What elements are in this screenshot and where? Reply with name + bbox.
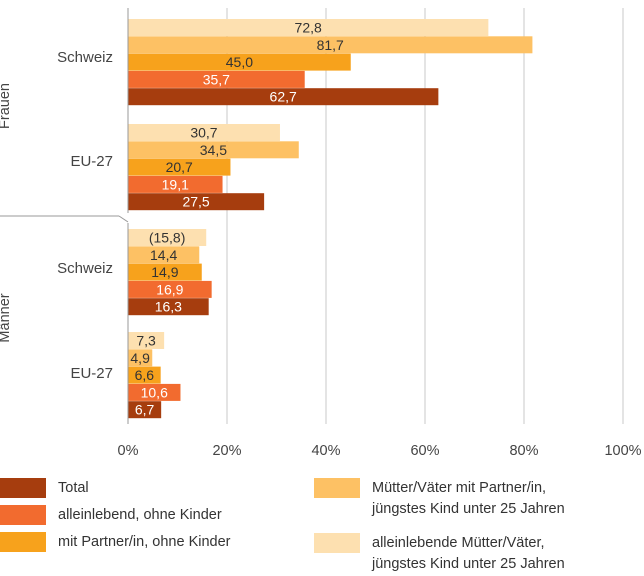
legend-label-eltern-partner-line1: Mütter/Väter mit Partner/in, [372, 480, 547, 496]
legend-label-alleinlebende-eltern-line1: alleinlebende Mütter/Väter, [372, 535, 545, 551]
data-label: 16,3 [155, 299, 182, 315]
data-label: 14,9 [151, 264, 178, 280]
bar-total [128, 298, 209, 316]
group-label: Frauen [0, 83, 13, 129]
data-label: 4,9 [130, 350, 150, 366]
legend-swatch-total [0, 478, 46, 498]
bar-mit-partner [128, 366, 161, 384]
bar-alleinlebend [128, 383, 181, 401]
legend-swatch-alleinlebend [0, 505, 46, 525]
data-label: 27,5 [182, 194, 209, 210]
category-label: Schweiz [57, 260, 113, 277]
data-label: 81,7 [317, 37, 344, 53]
bar-eltern-partner [128, 141, 299, 159]
legend-label-alleinlebend: alleinlebend, ohne Kinder [58, 507, 222, 523]
data-label: 45,0 [226, 54, 253, 70]
legend-label-alleinlebende-eltern-line2: jüngstes Kind unter 25 Jahren [372, 556, 565, 572]
bar-total [128, 88, 439, 106]
data-label: 72,8 [295, 20, 322, 36]
legend-item-mit-partner: mit Partner/in, ohne Kinder [0, 532, 230, 553]
x-tick-label: 60% [410, 443, 439, 459]
bar-total [128, 401, 162, 419]
legend-label-alleinlebende-eltern: alleinlebende Mütter/Väter, jüngstes Kin… [372, 533, 565, 575]
data-label: 34,5 [200, 142, 227, 158]
legend-item-total: Total [0, 478, 89, 499]
data-label: 14,4 [150, 247, 177, 263]
group-label: Männer [0, 293, 13, 342]
bar-mit-partner [128, 53, 351, 71]
data-label: 35,7 [203, 71, 230, 87]
bar-alleinlebend [128, 280, 212, 298]
category-label: Schweiz [57, 49, 113, 66]
x-tick-label: 80% [509, 443, 538, 459]
legend-label-mit-partner: mit Partner/in, ohne Kinder [58, 534, 231, 550]
data-label: 30,7 [190, 125, 217, 141]
bar-alleinlebende-eltern [128, 19, 489, 36]
data-label: 62,7 [270, 89, 297, 105]
data-label: 6,7 [135, 402, 155, 418]
bar-mit-partner [128, 263, 202, 281]
group-separator [118, 215, 129, 223]
legend-item-alleinlebend: alleinlebend, ohne Kinder [0, 505, 222, 526]
legend-label-eltern-partner: Mütter/Väter mit Partner/in, jüngstes Ki… [372, 478, 565, 520]
data-label: 6,6 [135, 367, 155, 383]
legend-item-eltern-partner: Mütter/Väter mit Partner/in, jüngstes Ki… [314, 478, 565, 520]
x-tick-label: 0% [118, 443, 139, 459]
data-label: 7,3 [136, 333, 156, 349]
bar-eltern-partner [128, 246, 200, 264]
bar-eltern-partner [128, 349, 153, 367]
bar-eltern-partner [128, 36, 533, 54]
x-tick-label: 100% [604, 443, 641, 459]
data-label: (15,8) [149, 230, 186, 246]
bar-alleinlebend [128, 175, 223, 193]
data-label: 10,6 [141, 384, 168, 400]
legend-swatch-mit-partner [0, 532, 46, 552]
bar-alleinlebende-eltern [128, 332, 165, 349]
bar-mit-partner [128, 158, 231, 176]
x-tick-label: 20% [212, 443, 241, 459]
legend-swatch-alleinlebende-eltern [314, 533, 360, 553]
legend-label-eltern-partner-line2: jüngstes Kind unter 25 Jahren [372, 501, 565, 517]
bar-alleinlebende-eltern [128, 124, 280, 141]
data-label: 19,1 [162, 176, 189, 192]
category-label: EU-27 [70, 153, 113, 170]
bar-total [128, 193, 265, 211]
legend-item-alleinlebende-eltern: alleinlebende Mütter/Väter, jüngstes Kin… [314, 533, 565, 575]
legend-label-total: Total [58, 480, 89, 496]
x-tick-label: 40% [311, 443, 340, 459]
data-label: 16,9 [156, 281, 183, 297]
category-label: EU-27 [70, 365, 113, 382]
bar-alleinlebende-eltern [128, 229, 207, 246]
bar-chart: 0% 20% 40% 60% 80% 100% Schweiz 72,881,7 45,035,… [0, 8, 642, 459]
bar-alleinlebend [128, 70, 305, 88]
legend-swatch-eltern-partner [314, 478, 360, 498]
data-label: 20,7 [166, 159, 193, 175]
